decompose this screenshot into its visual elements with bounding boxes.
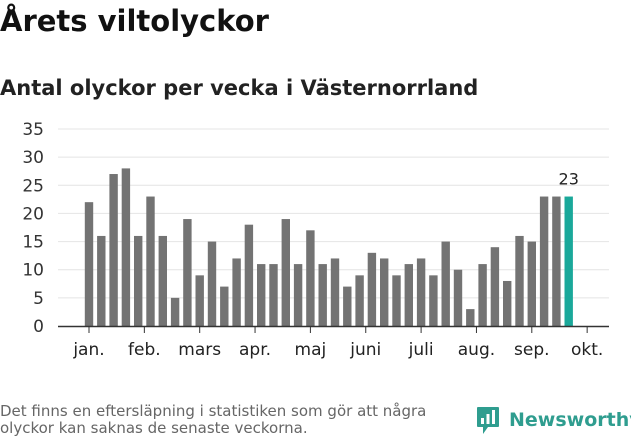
bar	[257, 264, 266, 326]
data-label: 23	[559, 170, 579, 189]
bar	[84, 202, 94, 326]
bar	[183, 219, 192, 326]
bar	[134, 235, 143, 326]
bar	[515, 235, 524, 326]
y-tick-label: 0	[33, 317, 44, 337]
x-tick-label: jan.	[72, 340, 104, 360]
y-tick-label: 30	[22, 148, 44, 168]
bar	[158, 235, 167, 326]
bar	[343, 286, 352, 326]
bar	[429, 275, 438, 326]
bar-chart: 0 5 10 15 20 25 30 35 23 jan. feb. mars apr. maj jun…	[22, 120, 609, 360]
bar	[466, 309, 475, 326]
x-tick-label: sep.	[514, 340, 550, 360]
bar	[220, 286, 229, 326]
bar	[478, 264, 487, 326]
newsworthy-logo-icon	[477, 407, 499, 434]
x-tick-label: juni	[349, 340, 381, 360]
bar	[207, 241, 217, 326]
bar	[97, 235, 106, 326]
x-tick-label: apr.	[239, 340, 271, 360]
y-tick-label: 5	[33, 289, 44, 309]
y-tick-label: 35	[22, 120, 44, 140]
brand-logo[interactable]: Newsworthy	[476, 406, 631, 436]
y-tick-label: 15	[22, 233, 44, 253]
bar	[318, 264, 327, 326]
bar	[404, 264, 413, 326]
bar	[109, 174, 118, 326]
bar	[269, 264, 278, 326]
x-tick-label: feb.	[128, 340, 161, 360]
y-tick-label: 20	[22, 204, 44, 224]
brand-name: Newsworthy	[509, 409, 631, 431]
bar	[293, 264, 303, 326]
bar	[281, 219, 290, 326]
bar	[490, 247, 500, 326]
bar	[380, 258, 389, 326]
bar	[146, 196, 155, 326]
bar	[195, 275, 204, 326]
bar	[453, 269, 463, 326]
bar	[367, 252, 377, 326]
bar	[503, 280, 512, 326]
bar	[441, 241, 450, 326]
footnote: Det finns en eftersläpning i statistiken…	[0, 402, 427, 437]
bar	[170, 297, 180, 326]
chart-title: Årets viltolyckor	[0, 4, 269, 38]
x-tick-label: mars	[178, 340, 221, 360]
x-tick-label: aug.	[458, 340, 495, 360]
bar	[416, 258, 426, 326]
bar	[527, 241, 536, 326]
y-tick-label: 25	[22, 176, 44, 196]
bar	[552, 196, 561, 326]
x-tick-label: maj	[295, 340, 327, 360]
chart-subtitle: Antal olyckor per vecka i Västernorrland	[0, 76, 479, 100]
x-tick-label: okt.	[571, 340, 603, 360]
bar	[244, 224, 254, 326]
bar	[355, 275, 364, 326]
bar	[232, 258, 241, 326]
bar	[306, 230, 315, 326]
bars: 23	[84, 168, 579, 326]
x-axis-ticks: jan. feb. mars apr. maj juni juli aug. sep. okt.	[58, 325, 609, 360]
x-tick-label: juli	[408, 340, 434, 360]
bar-highlight	[564, 196, 573, 326]
bar	[392, 275, 401, 326]
bar	[539, 196, 549, 326]
y-axis-ticks: 0 5 10 15 20 25 30 35	[22, 120, 44, 337]
bar	[121, 168, 131, 326]
y-tick-label: 10	[22, 261, 44, 281]
bar	[330, 258, 340, 326]
